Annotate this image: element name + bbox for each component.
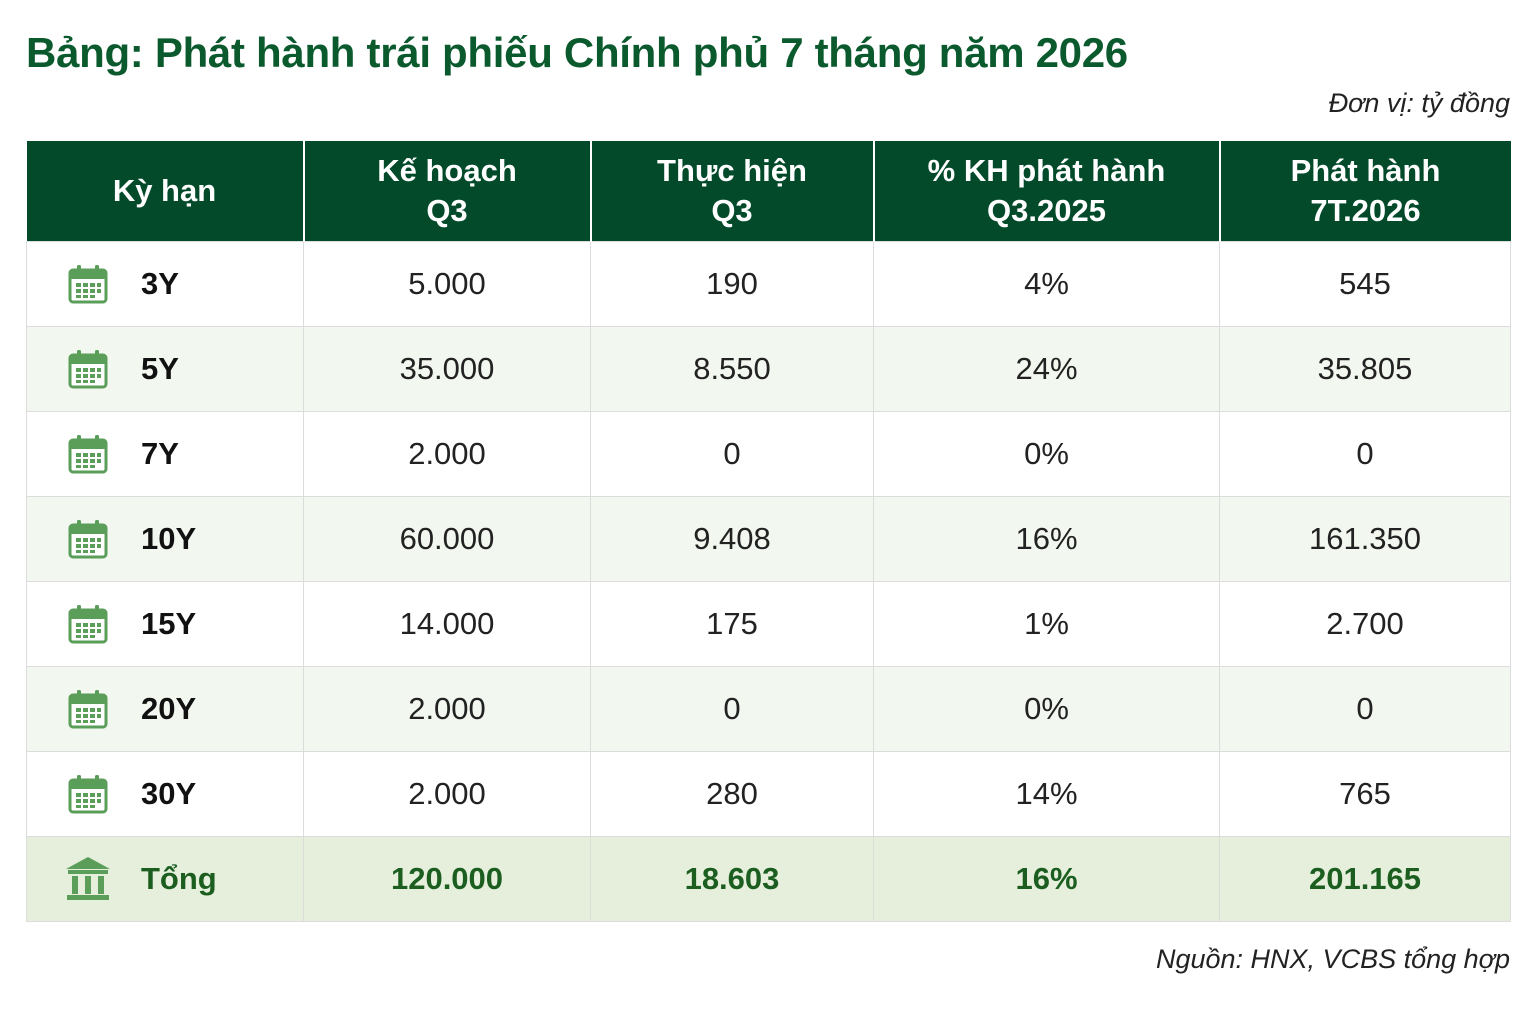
plan-cell: 120.000 <box>303 836 591 922</box>
pct-cell: 1% <box>873 581 1220 667</box>
actual-cell: 0 <box>590 666 874 752</box>
bank-icon <box>66 857 110 900</box>
actual-cell: 18.603 <box>590 836 874 922</box>
unit-note: Đơn vị: tỷ đồng <box>1328 88 1510 118</box>
table-row: 30Y 2.000 280 14% 765 <box>26 751 1511 837</box>
plan-cell: 2.000 <box>303 666 591 752</box>
bond-issuance-table: Kỳ hạn Kế hoạch Q3 Thực hiện Q3 % KH phá… <box>26 141 1511 922</box>
calendar-icon <box>68 435 108 474</box>
table-row: 20Y 2.000 0 0% 0 <box>26 666 1511 752</box>
actual-cell: 190 <box>590 241 874 327</box>
header-term: Kỳ hạn <box>26 141 305 242</box>
plan-cell: 2.000 <box>303 751 591 837</box>
ytd-cell: 545 <box>1219 241 1511 327</box>
term-label: Tổng <box>141 861 217 896</box>
table-row: 15Y 14.000 175 1% 2.700 <box>26 581 1511 667</box>
ytd-cell: 201.165 <box>1219 836 1511 922</box>
term-label: 10Y <box>141 521 197 556</box>
pct-cell: 0% <box>873 666 1220 752</box>
term-cell: 3Y <box>26 241 304 327</box>
actual-cell: 280 <box>590 751 874 837</box>
term-label: 5Y <box>141 351 179 386</box>
ytd-cell: 765 <box>1219 751 1511 837</box>
actual-cell: 8.550 <box>590 326 874 412</box>
pct-cell: 16% <box>873 496 1220 582</box>
header-actual-q3: Thực hiện Q3 <box>590 141 875 242</box>
plan-cell: 35.000 <box>303 326 591 412</box>
header-pct-plan: % KH phát hành Q3.2025 <box>873 141 1221 242</box>
term-label: 7Y <box>141 436 179 471</box>
ytd-cell: 0 <box>1219 666 1511 752</box>
term-label: 20Y <box>141 691 197 726</box>
term-cell: 20Y <box>26 666 304 752</box>
header-ytd-issuance: Phát hành 7T.2026 <box>1219 141 1511 242</box>
plan-cell: 14.000 <box>303 581 591 667</box>
term-cell: 10Y <box>26 496 304 582</box>
calendar-icon <box>68 265 108 304</box>
header-plan-q3: Kế hoạch Q3 <box>303 141 592 242</box>
plan-cell: 60.000 <box>303 496 591 582</box>
term-label: 30Y <box>141 776 197 811</box>
calendar-icon <box>68 350 108 389</box>
table-row: 3Y 5.000 190 4% 545 <box>26 241 1511 327</box>
pct-cell: 24% <box>873 326 1220 412</box>
term-cell: 7Y <box>26 411 304 497</box>
calendar-icon <box>68 520 108 559</box>
ytd-cell: 0 <box>1219 411 1511 497</box>
actual-cell: 175 <box>590 581 874 667</box>
term-cell: 15Y <box>26 581 304 667</box>
ytd-cell: 2.700 <box>1219 581 1511 667</box>
term-cell: 30Y <box>26 751 304 837</box>
actual-cell: 9.408 <box>590 496 874 582</box>
pct-cell: 0% <box>873 411 1220 497</box>
calendar-icon <box>68 690 108 729</box>
actual-cell: 0 <box>590 411 874 497</box>
table-row: 7Y 2.000 0 0% 0 <box>26 411 1511 497</box>
calendar-icon <box>68 775 108 814</box>
plan-cell: 5.000 <box>303 241 591 327</box>
term-cell: 5Y <box>26 326 304 412</box>
pct-cell: 16% <box>873 836 1220 922</box>
term-label: 3Y <box>141 266 179 301</box>
ytd-cell: 35.805 <box>1219 326 1511 412</box>
table-row: 5Y 35.000 8.550 24% 35.805 <box>26 326 1511 412</box>
term-label: 15Y <box>141 606 197 641</box>
ytd-cell: 161.350 <box>1219 496 1511 582</box>
calendar-icon <box>68 605 108 644</box>
total-row: Tổng 120.000 18.603 16% 201.165 <box>26 836 1511 922</box>
plan-cell: 2.000 <box>303 411 591 497</box>
source-note: Nguồn: HNX, VCBS tổng hợp <box>1155 944 1510 974</box>
term-cell: Tổng <box>26 836 304 922</box>
page-title: Bảng: Phát hành trái phiếu Chính phủ 7 t… <box>26 29 1128 76</box>
table-row: 10Y 60.000 9.408 16% 161.350 <box>26 496 1511 582</box>
pct-cell: 14% <box>873 751 1220 837</box>
pct-cell: 4% <box>873 241 1220 327</box>
table-header-row: Kỳ hạn Kế hoạch Q3 Thực hiện Q3 % KH phá… <box>26 141 1511 242</box>
